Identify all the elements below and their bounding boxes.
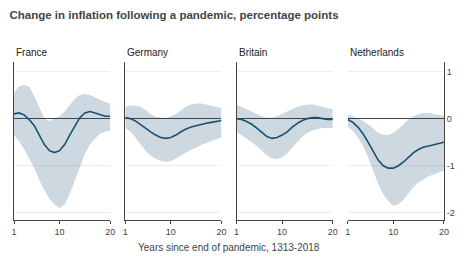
svg-text:20: 20 [328, 227, 338, 237]
svg-text:-2: -2 [447, 208, 455, 218]
svg-text:Change in inflation following: Change in inflation following a pandemic… [9, 9, 338, 21]
svg-text:1: 1 [234, 227, 239, 237]
svg-text:Netherlands: Netherlands [350, 47, 404, 58]
svg-text:20: 20 [216, 227, 226, 237]
svg-text:0: 0 [447, 114, 452, 124]
svg-text:Britain: Britain [239, 47, 267, 58]
svg-text:10: 10 [277, 227, 287, 237]
svg-text:20: 20 [439, 227, 449, 237]
svg-text:1: 1 [447, 67, 452, 77]
svg-text:Germany: Germany [127, 47, 168, 58]
svg-text:10: 10 [166, 227, 176, 237]
svg-text:1: 1 [123, 227, 128, 237]
svg-text:1: 1 [345, 227, 350, 237]
svg-text:France: France [16, 47, 48, 58]
svg-text:10: 10 [55, 227, 65, 237]
svg-text:Years since end of pandemic, 1: Years since end of pandemic, 1313-2018 [138, 242, 320, 253]
svg-text:10: 10 [388, 227, 398, 237]
svg-text:1: 1 [11, 227, 16, 237]
svg-text:-1: -1 [447, 161, 455, 171]
svg-text:20: 20 [105, 227, 115, 237]
